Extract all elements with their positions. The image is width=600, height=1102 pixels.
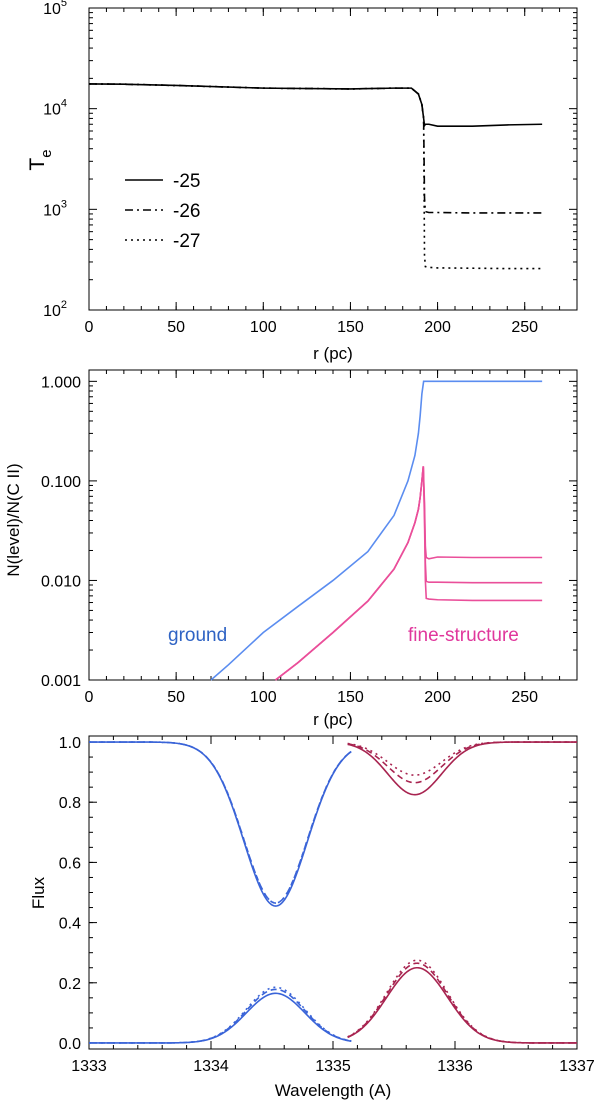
annotation-ground: ground [168,625,227,646]
panel3-ytick-label: 0.2 [59,976,81,993]
profile-fine-structure-emission-dotted [347,959,577,1044]
panel3-ylabel: Flux [29,876,48,909]
panel2-xlabel: r (pc) [313,710,353,729]
series-line--27 [88,83,543,270]
panel3-xtick-label: 1333 [71,1058,107,1075]
profile-fine-structure-absorption-solid [347,741,577,796]
profile-ground-absorption-dashed [89,741,352,904]
panel3-ytick-label: 0.4 [59,916,81,933]
panel-level-populations: 0 50 100 150 200 250 0.001 0.010 0.100 1.000 r (p… [4,369,578,729]
panel2-xtick-label: 150 [337,689,364,706]
panel-electron-temperature: 0 50 100 150 200 250 102 103 104 105 r (pc) Te -2… [26,0,578,363]
panel1-xtick-label: 100 [250,319,277,336]
panel3-ytick-label: 0.6 [59,855,81,872]
panel1-ylabel: Te [26,149,55,170]
panel3-xlabel: Wavelength (A) [275,1081,392,1100]
profile-fine-structure-absorption-dashed [347,741,577,784]
panel3-xtick-label: 1337 [559,1058,595,1075]
panel2-ytick-label: 0.010 [41,573,81,590]
panel1-ytick-label: 102 [43,299,67,320]
panel3-ytick-label: 0.8 [59,795,81,812]
panel2-xtick-label: 250 [511,689,538,706]
panel3-ytick-label: 1.0 [59,735,81,752]
profile-ground-absorption-dotted [89,741,352,904]
panel1-ytick-label: 103 [43,198,67,219]
panel1-xtick-label: 250 [511,319,538,336]
panel1-xlabel: r (pc) [313,344,353,363]
panel1-frame [88,7,578,311]
profile-ground-emission-dotted [89,986,352,1044]
legend-label--25: -25 [173,171,200,192]
panel2-xtick-label: 50 [167,689,185,706]
panel2-xtick-label: 100 [250,689,277,706]
panel1-legend: -25 -26 -27 [125,171,200,252]
panel3-frame [88,735,578,1050]
panel2-xtick-label: 200 [424,689,451,706]
panel1-xtick-label: 0 [85,319,94,336]
panel1-xtick-label: 50 [167,319,185,336]
series-line-ground [210,380,543,681]
panel2-ylabel: N(level)/N(C II) [4,463,23,576]
panel3-ytick-label: 0.0 [59,1036,81,1053]
panel3-xtick-label: 1336 [437,1058,473,1075]
panel3-xtick-label: 1334 [193,1058,229,1075]
panel2-ytick-label: 1.000 [41,374,81,391]
panel1-xtick-label: 200 [424,319,451,336]
panel-flux-profiles: 1333 1334 1335 1336 1337 0.0 0.2 0.4 0.6 0.8 1.0 W… [29,735,595,1100]
panel3-xtick-label: 1335 [315,1058,351,1075]
legend-label--26: -26 [173,201,200,222]
profile-fine-structure-emission-solid [347,966,577,1044]
series-line--26 [88,83,543,214]
series-line--25 [88,83,543,128]
panel1-xtick-label: 150 [337,319,364,336]
panel1-ytick-label: 105 [43,0,67,18]
panel2-ytick-label: 0.001 [41,673,81,690]
annotation-fine-structure: fine-structure [408,625,519,646]
series-line-fine-structure--27- [275,466,543,681]
legend-label--27: -27 [173,231,200,252]
profile-fine-structure-absorption-dotted [347,741,577,776]
panel2-xtick-label: 0 [85,689,94,706]
panel1-ytick-label: 104 [43,98,67,119]
panel2-ytick-label: 0.100 [41,474,81,491]
